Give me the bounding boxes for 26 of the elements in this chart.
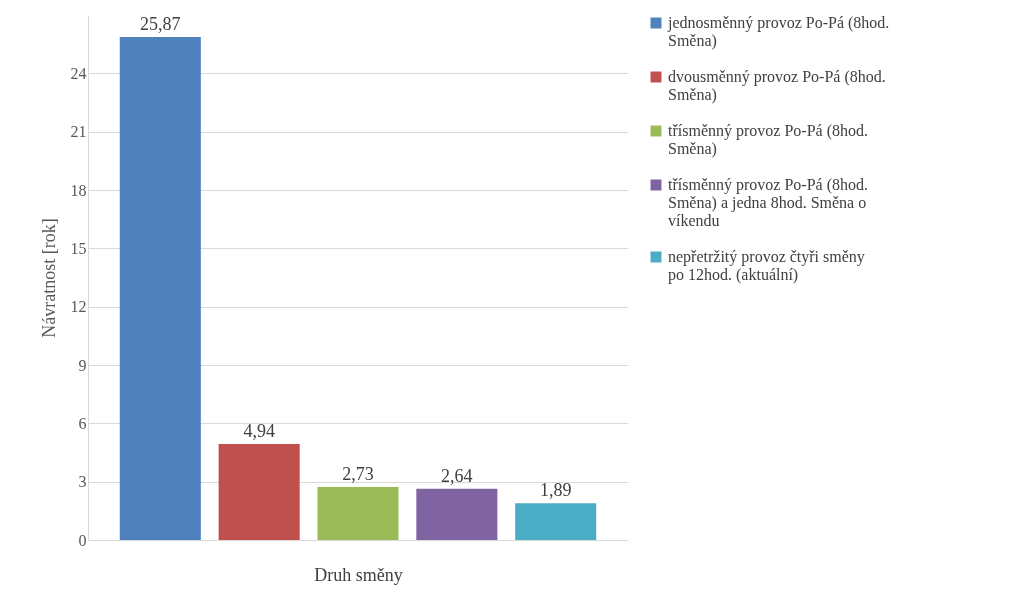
bar: [317, 486, 399, 540]
y-tick-label: 6: [78, 414, 87, 432]
y-tick-label: 0: [78, 531, 87, 549]
y-tick-label: 12: [70, 298, 87, 316]
y-tick-label: 9: [78, 356, 87, 374]
data-label: 1,89: [539, 480, 572, 501]
legend-label: dvousměnný provoz Po-Pá (8hod. Směna): [668, 68, 886, 104]
bar: [218, 443, 300, 540]
y-axis-title: Návratnost [rok]: [38, 218, 59, 338]
y-tick-label: 18: [70, 181, 87, 199]
legend-label: jednosměnný provoz Po-Pá (8hod. Směna): [667, 14, 890, 50]
data-label: 2,73: [342, 463, 374, 484]
y-tick-label: 24: [70, 64, 87, 82]
y-tick-label: 15: [70, 239, 87, 257]
data-label: 2,64: [441, 465, 473, 486]
y-tick-label: 21: [70, 123, 87, 141]
legend-label: třísměnný provoz Po-Pá (8hod. Směna) a jedna 8hod. Směna o víkendu: [668, 176, 868, 229]
data-label: 25,87: [140, 13, 181, 34]
bar: [119, 36, 201, 540]
data-label: 4,94: [243, 420, 275, 441]
x-axis-title: Druh směny: [314, 564, 403, 585]
bar: [515, 503, 597, 540]
legend-label: třísměnný provoz Po-Pá (8hod. Směna): [668, 122, 868, 158]
legend-label: nepřetržitý provoz čtyři směny po 12hod. (aktuální): [668, 248, 865, 284]
bar: [416, 488, 498, 540]
y-tick-label: 3: [78, 473, 87, 491]
